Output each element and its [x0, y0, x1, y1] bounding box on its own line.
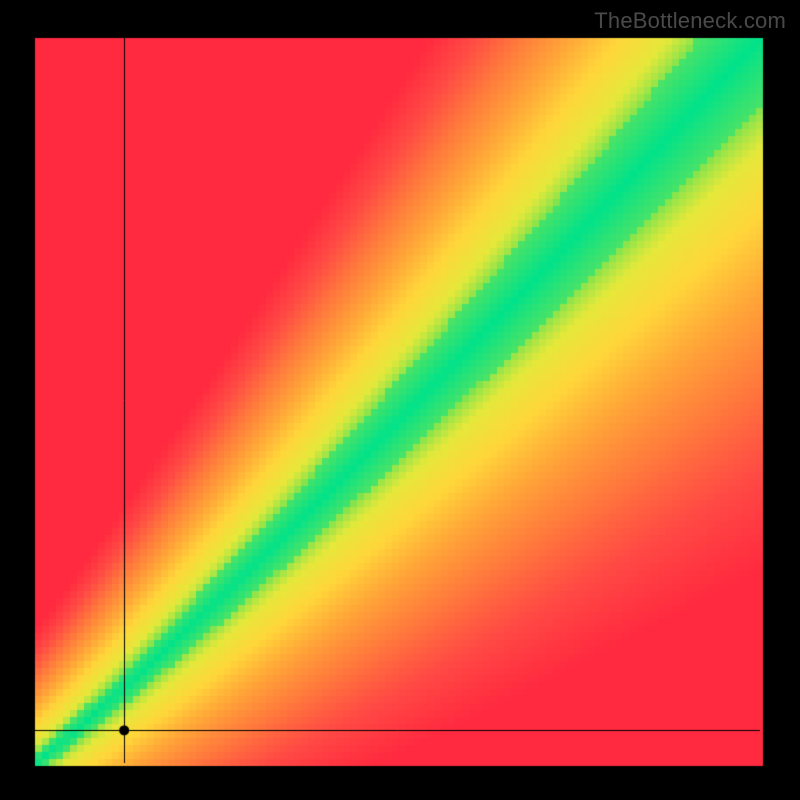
chart-container: TheBottleneck.com — [0, 0, 800, 800]
watermark-text: TheBottleneck.com — [594, 8, 786, 34]
heatmap-canvas — [0, 0, 800, 800]
